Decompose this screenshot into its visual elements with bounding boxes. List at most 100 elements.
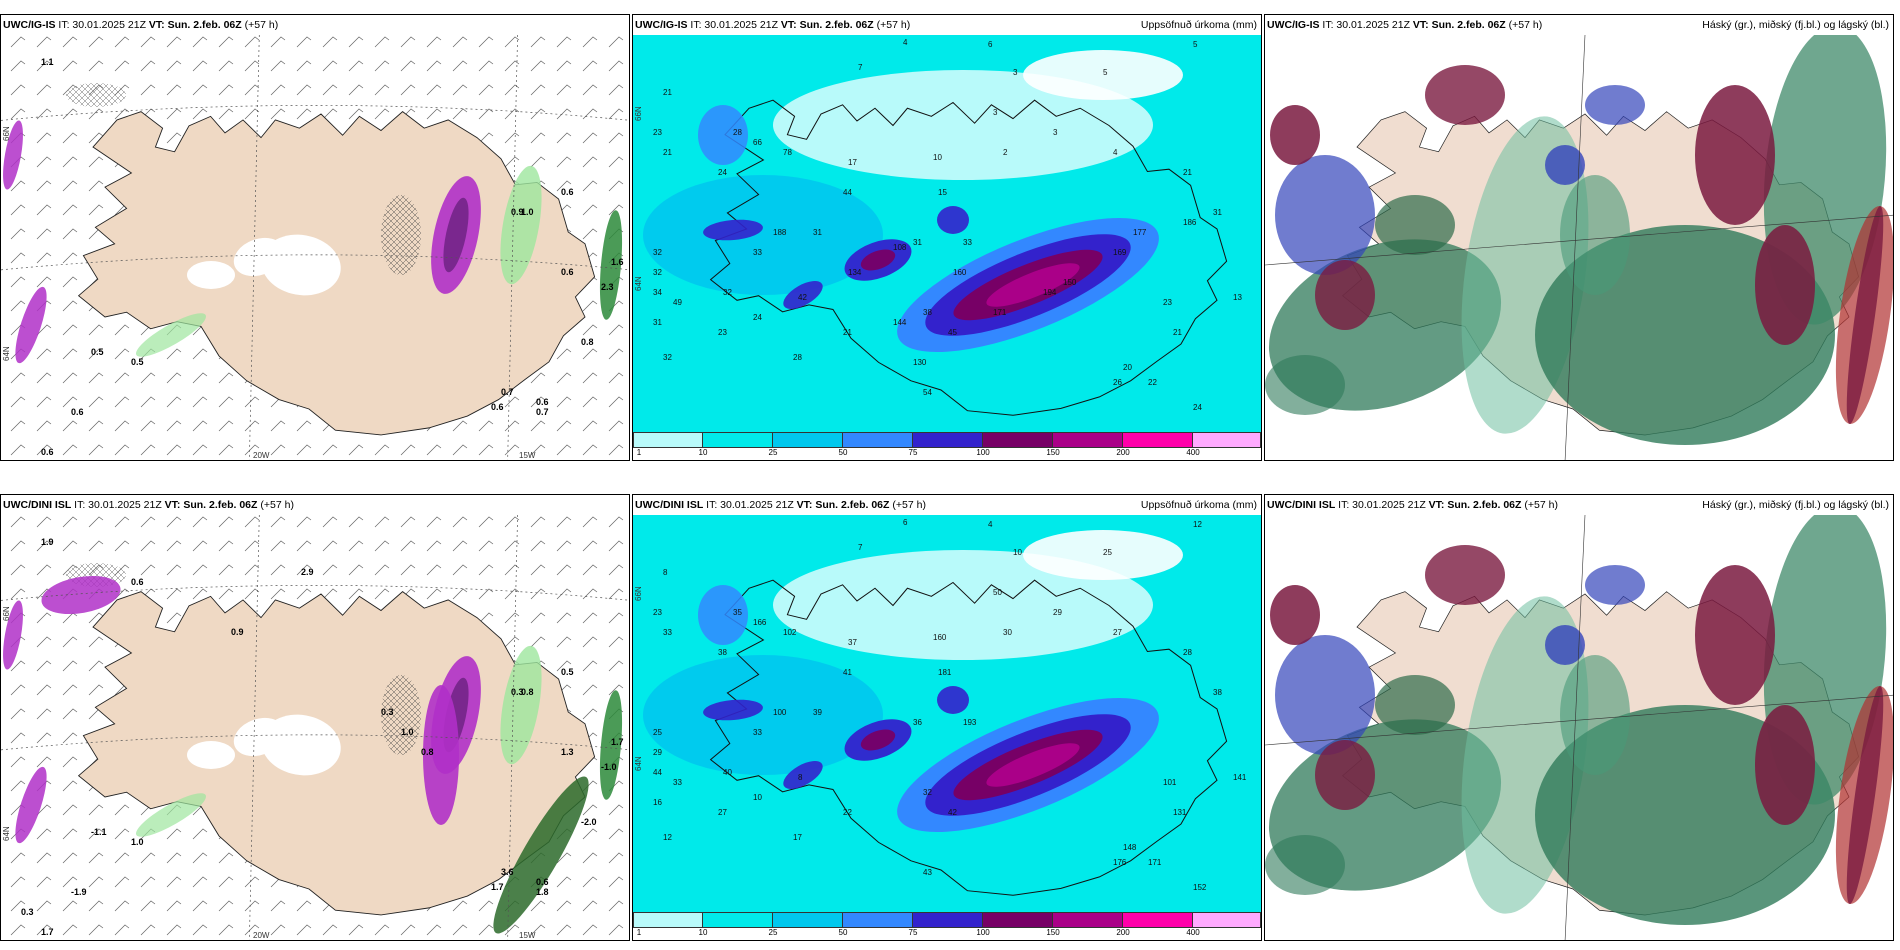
wind-barb <box>530 564 546 576</box>
wind-barb <box>556 132 572 144</box>
wind-barb <box>192 516 208 528</box>
latitude-line <box>1 585 629 601</box>
wind-barb <box>218 900 234 912</box>
wind-barb <box>478 612 494 624</box>
wind-barb <box>62 780 78 792</box>
wind-barb <box>10 300 26 312</box>
scale-tick-label: 25 <box>768 928 778 937</box>
scale-swatch <box>843 912 913 928</box>
wind-barb <box>478 564 494 576</box>
map-value-label: 20 <box>1123 363 1132 372</box>
wind-barb <box>504 84 520 96</box>
map-value-label: 3 <box>1013 68 1018 77</box>
map-value-label: 193 <box>963 718 977 727</box>
wind-barb <box>426 60 442 72</box>
wind-barb <box>62 756 78 768</box>
scale-swatch <box>1193 432 1261 448</box>
color-scale: 1 10 25 50 75 100 150 200 400 <box>633 912 1261 940</box>
wind-barb <box>608 636 624 648</box>
wind-barb <box>478 516 494 528</box>
wind-barb <box>322 108 338 120</box>
wind-barb <box>62 876 78 888</box>
map-value-label: 10 <box>753 793 762 802</box>
wind-barb <box>530 420 546 432</box>
wind-barb <box>62 156 78 168</box>
cloud-area <box>1846 206 1884 424</box>
latitude-label: 64N <box>2 346 11 361</box>
wind-barb <box>36 852 52 864</box>
map-value-label: 0.8 <box>581 337 594 347</box>
map-value-label: 1.7 <box>491 882 504 892</box>
wind-band-green <box>136 793 206 837</box>
wind-barb <box>36 324 52 336</box>
wind-barb <box>556 540 572 552</box>
wind-barb <box>582 420 598 432</box>
wind-barb <box>582 372 598 384</box>
wind-barb <box>582 228 598 240</box>
latitude-label: 64N <box>634 756 643 771</box>
map-value-label: 21 <box>663 148 672 157</box>
map-value-label: 0.7 <box>501 387 514 397</box>
wind-barb <box>36 516 52 528</box>
wind-barb <box>608 612 624 624</box>
wind-barb <box>504 396 520 408</box>
wind-barb <box>62 420 78 432</box>
wind-barb <box>582 684 598 696</box>
wind-barb <box>530 132 546 144</box>
model-name: UWC/DINI ISL <box>3 499 72 511</box>
wind-barb <box>556 612 572 624</box>
map-value-label: 25 <box>653 728 662 737</box>
wind-barb <box>374 564 390 576</box>
map-value-label: 186 <box>1183 218 1197 227</box>
map-canvas: 20W 15W 66N 64N 1.9 0.8 0.5 0.3 1.7 1.3 -1.0 -2.0 -1… <box>1 515 629 940</box>
wind-barb <box>62 396 78 408</box>
wind-barb <box>270 84 286 96</box>
wind-barb <box>374 540 390 552</box>
scale-swatch <box>703 432 773 448</box>
wind-barb <box>166 108 182 120</box>
wind-barb <box>426 516 442 528</box>
wind-barb <box>218 84 234 96</box>
map-value-label: 8 <box>663 568 668 577</box>
scale-swatch <box>1123 912 1193 928</box>
wind-barb <box>608 204 624 216</box>
map-value-label: 101 <box>1163 778 1177 787</box>
wind-barb <box>400 564 416 576</box>
wind-barb <box>10 372 26 384</box>
wind-barb <box>244 876 260 888</box>
scale-swatch <box>773 912 843 928</box>
model-name: UWC/IG-IS <box>1267 19 1320 31</box>
map-value-label: 144 <box>893 318 907 327</box>
map-value-label: 0.9 <box>231 627 244 637</box>
cloud-area <box>1695 85 1775 225</box>
map-value-label: 0.5 <box>91 347 104 357</box>
wind-barb <box>88 540 104 552</box>
map-value-label: 33 <box>663 628 672 637</box>
map-value-label: 21 <box>1183 168 1192 177</box>
wind-barb <box>10 660 26 672</box>
wind-barb <box>10 36 26 48</box>
wind-barb <box>582 60 598 72</box>
wind-barb <box>192 828 208 840</box>
wind-panel-dini: UWC/DINI ISL IT: 30.01.2025 21Z VT: Sun.… <box>0 494 630 941</box>
init-time: IT: 30.01.2025 21Z <box>1338 499 1426 511</box>
wind-barb <box>530 60 546 72</box>
wind-barb <box>608 324 624 336</box>
wind-barb <box>10 420 26 432</box>
map-value-label: 38 <box>1213 688 1222 697</box>
wind-barb <box>10 684 26 696</box>
cloud-area <box>1755 225 1815 345</box>
wind-barb <box>36 564 52 576</box>
model-name: UWC/DINI ISL <box>635 499 704 511</box>
wind-barb <box>400 84 416 96</box>
cloud-area <box>1265 355 1345 415</box>
wind-barb <box>478 84 494 96</box>
wind-barb <box>166 588 182 600</box>
wind-barb <box>608 348 624 360</box>
map-value-label: 13 <box>1233 293 1242 302</box>
wind-barb <box>62 108 78 120</box>
wind-barb <box>296 588 312 600</box>
scale-swatch <box>703 912 773 928</box>
wind-band-purple <box>41 575 121 615</box>
map-value-label: 3 <box>993 108 998 117</box>
